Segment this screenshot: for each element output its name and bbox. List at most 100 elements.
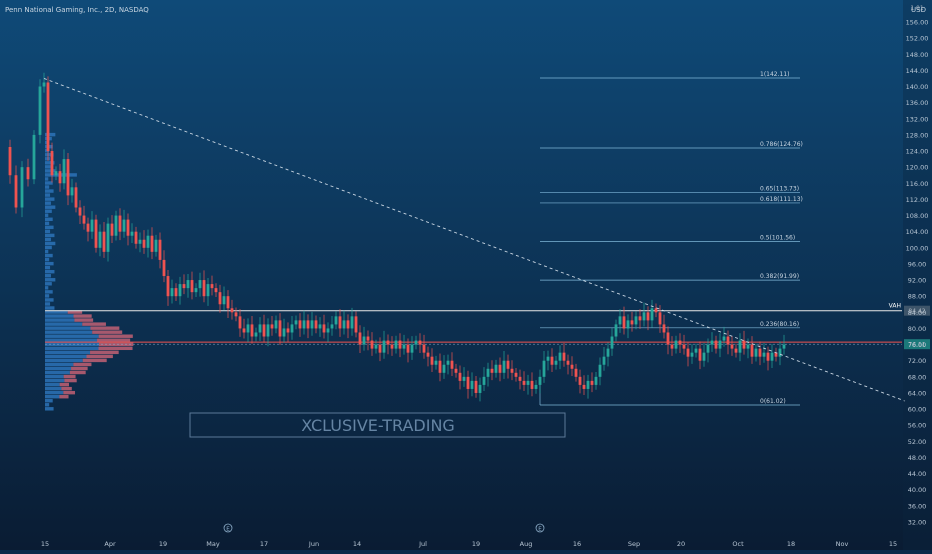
x-tick-label: 19 (159, 540, 167, 548)
y-tick-label: 32.00 (908, 519, 927, 527)
profile-bar-volume (45, 370, 70, 375)
candle-body (702, 352, 706, 361)
earnings-marker[interactable] (223, 523, 233, 533)
profile-bar-volume (45, 350, 91, 355)
x-tick-label: 18 (787, 540, 795, 548)
candle-body (642, 312, 646, 321)
y-tick-label: 64.00 (908, 389, 927, 397)
earnings-marker[interactable] (535, 523, 545, 533)
candle-body (254, 332, 258, 337)
candle-body (350, 316, 354, 329)
profile-bar-volume (45, 165, 51, 169)
candle-body (582, 384, 586, 389)
profile-bar-volume (45, 132, 56, 137)
profile-bar-volume (45, 197, 55, 201)
candle-body (342, 320, 346, 329)
profile-bar-volume (45, 290, 53, 294)
candle-body (658, 312, 662, 325)
x-tick-label: 16 (573, 540, 581, 548)
earnings-marker-label: E (538, 526, 542, 532)
candle-body (358, 332, 362, 345)
candle-body (438, 360, 442, 373)
profile-bar-volume (45, 153, 54, 157)
candle-body (762, 352, 766, 357)
candle-body (262, 324, 266, 337)
profile-bar-sell (63, 374, 76, 379)
candle-body (614, 324, 618, 337)
candle-body (514, 372, 518, 377)
candle-body (50, 151, 54, 176)
profile-bar-sell (86, 354, 113, 359)
profile-bar-volume (45, 314, 74, 318)
candle-body (210, 284, 214, 289)
x-tick-label: 15 (41, 540, 49, 548)
y-tick-label: 80.00 (908, 325, 927, 333)
candlesticks (8, 72, 786, 402)
candle-body (374, 344, 378, 349)
candle-body (454, 368, 458, 373)
price-axis[interactable]: 156.00 152.00 148.00 144.00 140.00 136.00 132.… (903, 0, 932, 550)
profile-bar-volume (45, 233, 55, 238)
candle-body (646, 312, 650, 321)
candle-body (502, 360, 506, 373)
candle-body (542, 360, 546, 377)
candle-body (314, 320, 318, 329)
candle-body (718, 340, 722, 349)
y-tick-label: 48.00 (908, 454, 927, 462)
candle-body (290, 324, 294, 333)
profile-bar-volume (45, 237, 51, 242)
candle-body (606, 348, 610, 357)
profile-bar-volume (45, 330, 93, 334)
candle-body (298, 320, 302, 329)
y-tick-label: 140.00 (906, 83, 929, 91)
candle-body (686, 348, 690, 357)
profile-bar-sell (67, 310, 83, 314)
candle-body (506, 360, 510, 369)
profile-bar-volume (45, 382, 60, 387)
profile-bar-sell (92, 330, 123, 334)
candle-body (482, 376, 486, 385)
profile-bar-volume (45, 318, 75, 322)
profile-bar-volume (45, 342, 99, 346)
candle-body (42, 82, 46, 87)
candle-body (206, 284, 210, 297)
candle-body (106, 223, 110, 252)
candle-body (450, 360, 454, 369)
profile-bar-sell (73, 362, 92, 367)
candle-body (130, 231, 134, 236)
time-axis[interactable]: 15 Apr 19 May 17 Jun 14 Jul 19 Aug 16 Sep 20 Oct 18 Nov… (41, 540, 897, 548)
candle-body (32, 134, 36, 180)
x-tick-label: Apr (104, 540, 116, 548)
candle-body (182, 284, 186, 289)
candle-body (110, 223, 114, 236)
profile-bar-volume (45, 161, 55, 165)
profile-bar-volume (45, 205, 56, 209)
candle-body (234, 312, 238, 317)
candle-body (20, 167, 24, 208)
candle-body (618, 316, 622, 325)
candle-body (622, 316, 626, 329)
candle-body (674, 340, 678, 349)
candle-body (158, 239, 162, 260)
candle-body (546, 356, 550, 361)
candle-body (202, 280, 206, 297)
candle-body (466, 376, 470, 389)
profile-bar-volume (45, 201, 51, 205)
profile-bar-volume (45, 282, 52, 286)
profile-bar-volume (45, 362, 74, 367)
profile-bar-sell (59, 382, 69, 387)
fib-level-label: 1(142.11) (760, 71, 790, 78)
profile-bar-volume (45, 157, 51, 161)
candle-body (550, 356, 554, 365)
y-tick-label: 152.00 (906, 35, 929, 43)
candle-body (714, 340, 718, 349)
candle-body (114, 215, 118, 236)
candle-body (66, 159, 70, 196)
profile-bar-volume (45, 269, 55, 274)
profile-bar-volume (45, 374, 64, 379)
candle-body (278, 320, 282, 337)
candle-body (682, 344, 686, 349)
profile-bar-volume (45, 278, 56, 282)
